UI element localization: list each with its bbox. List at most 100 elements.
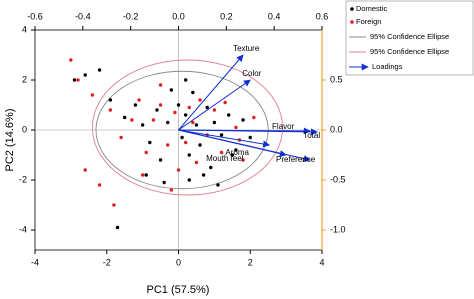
point	[69, 58, 73, 62]
legend	[345, 0, 474, 76]
point	[176, 168, 181, 172]
x2-tick-label: -0.6	[27, 11, 43, 21]
point	[158, 103, 163, 107]
point	[140, 123, 145, 127]
x2-tick-label: -0.2	[123, 11, 139, 21]
point	[144, 150, 148, 155]
point	[115, 225, 120, 230]
point	[201, 173, 206, 177]
point	[248, 135, 252, 140]
x2-tick-label: 0.6	[316, 11, 329, 21]
point	[223, 100, 227, 105]
legend-label: 95% Confidence Ellipse	[370, 32, 449, 41]
confidence-ellipse	[95, 70, 269, 190]
point	[198, 143, 202, 147]
point	[234, 125, 238, 130]
loading-arrow	[178, 79, 251, 131]
point	[191, 120, 195, 125]
point	[140, 173, 145, 177]
point	[130, 118, 134, 122]
point	[144, 173, 148, 177]
point	[234, 148, 238, 152]
point	[212, 120, 217, 125]
point	[108, 98, 113, 102]
point	[216, 183, 220, 187]
point	[241, 158, 245, 162]
point	[112, 203, 116, 207]
point	[183, 78, 188, 82]
point	[76, 78, 80, 82]
point	[158, 83, 163, 87]
point	[155, 108, 159, 112]
legend-label: Foreign	[356, 17, 381, 26]
point	[252, 115, 256, 120]
loading-label: Total	[303, 131, 320, 140]
x-tick-label: 4	[319, 257, 324, 267]
point	[187, 178, 191, 182]
loading-arrow	[178, 129, 271, 148]
x2-tick-label: -0.4	[75, 11, 91, 21]
point	[166, 120, 170, 125]
y-tick-label: -4	[19, 224, 27, 234]
point	[219, 133, 224, 137]
y2-tick-label: 0.0	[330, 124, 343, 134]
point	[97, 183, 102, 187]
x-tick-label: -2	[103, 257, 111, 267]
point	[219, 150, 224, 155]
point	[227, 113, 231, 117]
point	[166, 143, 170, 147]
point	[83, 73, 87, 77]
y-tick-label: -2	[19, 174, 27, 184]
x-tick-label: 0	[176, 257, 181, 267]
point	[241, 118, 245, 122]
loading-label: Color	[242, 69, 261, 78]
loading-label: Texture	[233, 44, 260, 53]
legend-label: Loadings	[372, 62, 403, 71]
y-tick-label: 0	[22, 124, 27, 134]
x2-tick-label: 0.0	[172, 11, 185, 21]
y-tick-label: 2	[22, 74, 27, 84]
point	[191, 90, 195, 95]
point	[72, 78, 77, 82]
point	[187, 105, 191, 110]
point	[183, 113, 188, 117]
legend-label: 95% Confidence Ellipse	[370, 47, 449, 56]
loading-label: Preference	[276, 155, 316, 164]
point	[108, 108, 113, 112]
point	[148, 140, 152, 145]
x2-tick-label: 0.4	[268, 11, 281, 21]
x-tick-label: 2	[248, 257, 253, 267]
point	[173, 110, 177, 115]
y2-tick-label: 0.5	[330, 74, 343, 84]
point	[176, 103, 181, 107]
point	[187, 153, 191, 157]
point	[90, 93, 95, 97]
point	[169, 188, 174, 192]
legend-marker	[350, 20, 354, 24]
point	[83, 168, 87, 172]
point	[122, 115, 127, 120]
point	[180, 135, 184, 140]
legend-marker	[350, 7, 354, 11]
point	[97, 68, 102, 72]
loading-arrow	[178, 128, 318, 136]
point	[194, 160, 199, 165]
point	[133, 103, 138, 107]
legend-label: Domestic	[356, 4, 388, 13]
point	[162, 180, 166, 185]
confidence-ellipse	[91, 59, 283, 196]
x-tick-label: -4	[31, 257, 39, 267]
point	[209, 165, 213, 170]
point	[137, 98, 141, 102]
x2-tick-label: 0.2	[220, 11, 233, 21]
point	[194, 123, 199, 127]
y2-tick-label: -0.5	[330, 174, 346, 184]
y2-tick-label: -1.0	[330, 224, 346, 234]
point	[158, 158, 163, 162]
point	[212, 108, 217, 112]
x-axis-label: PC1 (57.5%)	[147, 284, 210, 296]
point	[230, 153, 235, 157]
loading-label: Aroma	[225, 148, 249, 157]
loading-arrow	[178, 129, 311, 163]
